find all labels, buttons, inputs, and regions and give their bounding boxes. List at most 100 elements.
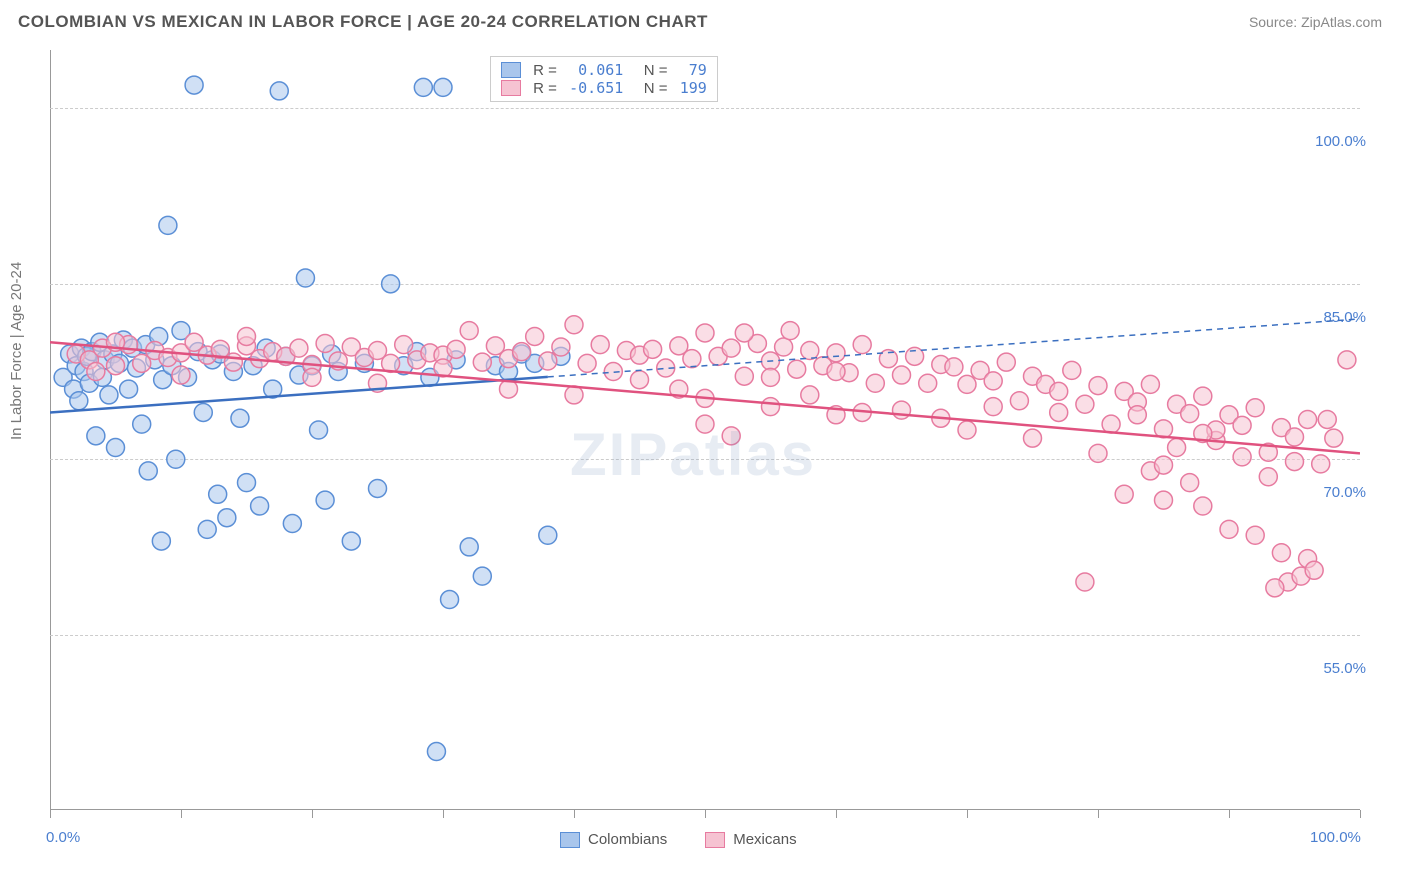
data-point xyxy=(290,339,308,357)
data-point xyxy=(120,380,138,398)
source-label: Source: ZipAtlas.com xyxy=(1249,14,1382,30)
data-point xyxy=(70,392,88,410)
data-point xyxy=(801,386,819,404)
data-point xyxy=(1312,455,1330,473)
data-point xyxy=(631,371,649,389)
data-point xyxy=(447,340,465,358)
tick-x xyxy=(574,810,575,818)
data-point xyxy=(827,344,845,362)
data-point xyxy=(152,532,170,550)
legend-swatch xyxy=(501,80,521,96)
data-point xyxy=(100,386,118,404)
data-point xyxy=(342,532,360,550)
data-point xyxy=(310,421,328,439)
data-point xyxy=(539,526,557,544)
data-point xyxy=(788,360,806,378)
data-point xyxy=(238,474,256,492)
data-point xyxy=(1286,428,1304,446)
data-point xyxy=(1220,520,1238,538)
data-point xyxy=(369,479,387,497)
data-point xyxy=(1233,448,1251,466)
data-point xyxy=(414,78,432,96)
data-point xyxy=(1024,429,1042,447)
data-point xyxy=(1141,375,1159,393)
data-point xyxy=(1181,474,1199,492)
data-point xyxy=(1299,410,1317,428)
data-point xyxy=(133,415,151,433)
data-point xyxy=(107,439,125,457)
data-point xyxy=(565,386,583,404)
data-point xyxy=(1318,410,1336,428)
legend-r-value: -0.651 xyxy=(569,79,623,97)
data-point xyxy=(460,322,478,340)
data-point xyxy=(172,366,190,384)
legend-r-label: R = xyxy=(529,80,561,97)
data-point xyxy=(270,82,288,100)
data-point xyxy=(159,216,177,234)
x-tick-label: 0.0% xyxy=(46,829,80,846)
data-point xyxy=(1181,405,1199,423)
data-point xyxy=(893,366,911,384)
tick-x xyxy=(443,810,444,818)
data-point xyxy=(762,368,780,386)
data-point xyxy=(853,336,871,354)
data-point xyxy=(1305,561,1323,579)
data-point xyxy=(997,353,1015,371)
data-point xyxy=(316,334,334,352)
data-point xyxy=(1338,351,1356,369)
data-point xyxy=(251,497,269,515)
data-point xyxy=(1155,491,1173,509)
legend-n-value: 79 xyxy=(680,61,707,79)
data-point xyxy=(1266,579,1284,597)
data-point xyxy=(395,336,413,354)
legend-n-label: N = xyxy=(631,62,671,79)
legend-row: R = -0.651 N = 199 xyxy=(501,79,707,97)
series-legend: ColombiansMexicans xyxy=(560,831,827,848)
tick-x xyxy=(836,810,837,818)
data-point xyxy=(1010,392,1028,410)
data-point xyxy=(1325,429,1343,447)
tick-x xyxy=(1360,810,1361,818)
data-point xyxy=(427,743,445,761)
data-point xyxy=(945,358,963,376)
data-point xyxy=(1076,573,1094,591)
data-point xyxy=(1286,453,1304,471)
data-point xyxy=(735,367,753,385)
tick-x xyxy=(50,810,51,818)
data-point xyxy=(139,462,157,480)
data-point xyxy=(722,427,740,445)
data-point xyxy=(513,343,531,361)
data-point xyxy=(1246,526,1264,544)
legend-n-label: N = xyxy=(631,80,671,97)
data-point xyxy=(1128,406,1146,424)
data-point xyxy=(198,520,216,538)
data-point xyxy=(827,363,845,381)
data-point xyxy=(283,515,301,533)
data-point xyxy=(735,324,753,342)
tick-x xyxy=(967,810,968,818)
tick-x xyxy=(1098,810,1099,818)
data-point xyxy=(1050,382,1068,400)
data-point xyxy=(781,322,799,340)
chart-plot-area: 55.0%70.0%85.0%100.0% ZIPatlas R = 0.061… xyxy=(50,50,1360,810)
scatter-svg xyxy=(50,50,1360,810)
data-point xyxy=(231,409,249,427)
data-point xyxy=(893,401,911,419)
data-point xyxy=(1063,361,1081,379)
stats-legend: R = 0.061 N = 79 R = -0.651 N = 199 xyxy=(490,56,718,102)
data-point xyxy=(539,352,557,370)
data-point xyxy=(1194,497,1212,515)
legend-n-value: 199 xyxy=(680,79,707,97)
legend-swatch xyxy=(501,62,521,78)
data-point xyxy=(473,353,491,371)
data-point xyxy=(762,398,780,416)
data-point xyxy=(1089,377,1107,395)
data-point xyxy=(460,538,478,556)
data-point xyxy=(238,327,256,345)
data-point xyxy=(866,374,884,392)
data-point xyxy=(87,427,105,445)
data-point xyxy=(722,339,740,357)
data-point xyxy=(696,324,714,342)
data-point xyxy=(167,450,185,468)
legend-row: R = 0.061 N = 79 xyxy=(501,61,707,79)
